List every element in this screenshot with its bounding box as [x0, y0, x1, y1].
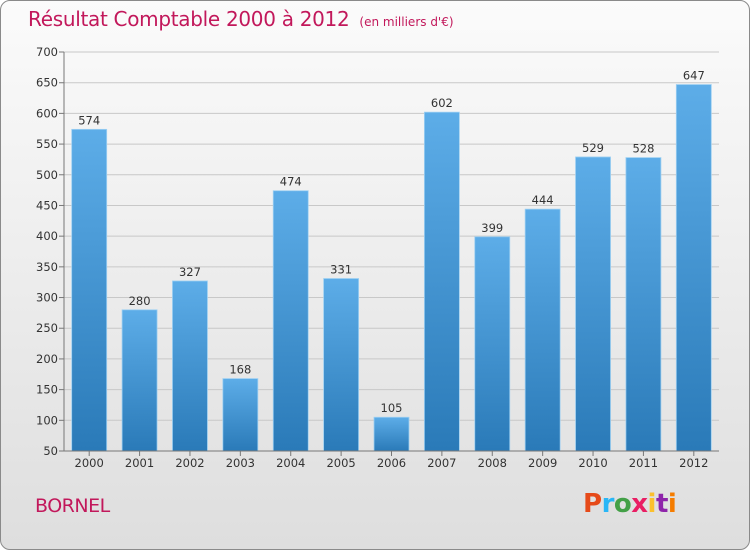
bar-2004[interactable]: [272, 190, 309, 452]
logo-letter: i: [667, 489, 677, 519]
axis-layer: 50 100 150 200 250 300 350 400 450 500 550 600 650 70…: [36, 45, 719, 470]
x-tick-label-2006: 2006: [377, 456, 406, 470]
y-tick-label-500: 500: [36, 168, 58, 182]
data-label-2009: 444: [532, 193, 554, 207]
y-tick-label-250: 250: [36, 321, 58, 335]
commune-name: BORNEL: [35, 495, 110, 517]
y-tick-label-700: 700: [36, 45, 58, 59]
bar-2003[interactable]: [222, 378, 259, 452]
bar-2005[interactable]: [323, 278, 360, 452]
data-label-2010: 529: [582, 141, 604, 155]
y-tick-label-350: 350: [36, 260, 58, 274]
x-tick-label-2011: 2011: [629, 456, 658, 470]
y-tick-label-450: 450: [36, 198, 58, 212]
data-label-2011: 528: [632, 142, 654, 156]
bar-2008[interactable]: [474, 236, 511, 452]
x-tick-label-2007: 2007: [427, 456, 456, 470]
data-label-2005: 331: [330, 263, 352, 277]
y-tick-label-100: 100: [36, 413, 58, 427]
x-tick-label-2002: 2002: [175, 456, 204, 470]
data-label-2002: 327: [179, 265, 201, 279]
bar-2006[interactable]: [373, 416, 410, 452]
logo-letter: P: [583, 489, 602, 519]
x-tick-label-2001: 2001: [125, 456, 154, 470]
y-tick-label-550: 550: [36, 137, 58, 151]
y-tick-label-200: 200: [36, 352, 58, 366]
data-label-2006: 105: [381, 401, 403, 415]
logo-letter: i: [647, 489, 657, 519]
title-row: Résultat Comptable 2000 à 2012 (en millie…: [28, 7, 454, 31]
data-label-2008: 399: [481, 221, 503, 235]
y-tick-label-50: 50: [43, 444, 58, 458]
bar-2010[interactable]: [575, 156, 611, 452]
chart-title: Résultat Comptable 2000 à 2012: [28, 7, 350, 31]
y-tick-label-400: 400: [36, 229, 58, 243]
x-tick-label-2010: 2010: [578, 456, 607, 470]
data-label-2001: 280: [129, 294, 151, 308]
data-label-2000: 574: [78, 113, 100, 127]
bar-2012[interactable]: [675, 84, 712, 452]
y-tick-label-150: 150: [36, 383, 58, 397]
y-tick-label-650: 650: [36, 76, 58, 90]
x-tick-label-2000: 2000: [75, 456, 104, 470]
data-label-2003: 168: [229, 363, 251, 377]
bar-layer: [71, 84, 712, 452]
x-tick-label-2005: 2005: [326, 456, 355, 470]
bar-2007[interactable]: [423, 111, 460, 452]
data-label-2004: 474: [280, 175, 302, 189]
x-tick-label-2008: 2008: [478, 456, 507, 470]
bar-2000[interactable]: [71, 128, 108, 452]
x-tick-label-2003: 2003: [226, 456, 255, 470]
bar-2009[interactable]: [524, 208, 561, 452]
chart-subtitle: (en milliers d'€): [359, 15, 454, 29]
bar-2002[interactable]: [172, 280, 208, 452]
y-tick-label-300: 300: [36, 291, 58, 305]
x-tick-label-2004: 2004: [276, 456, 305, 470]
x-tick-label-2009: 2009: [528, 456, 557, 470]
logo-letter: o: [613, 489, 632, 519]
data-label-2007: 602: [431, 96, 453, 110]
data-label-2012: 647: [683, 69, 705, 83]
x-tick-label-2012: 2012: [679, 456, 708, 470]
grid-layer: [64, 51, 719, 452]
logo-letter: t: [655, 489, 668, 519]
y-tick-label-600: 600: [36, 106, 58, 120]
label-layer: 574 280 327 168 474 331 105 602 399 444 529 528 647: [78, 69, 705, 416]
bar-2011[interactable]: [625, 157, 662, 452]
proxiti-logo[interactable]: Proxiti: [583, 489, 677, 519]
bar-2001[interactable]: [121, 309, 158, 452]
logo-letter: r: [601, 489, 615, 519]
logo-letter: x: [631, 489, 648, 519]
